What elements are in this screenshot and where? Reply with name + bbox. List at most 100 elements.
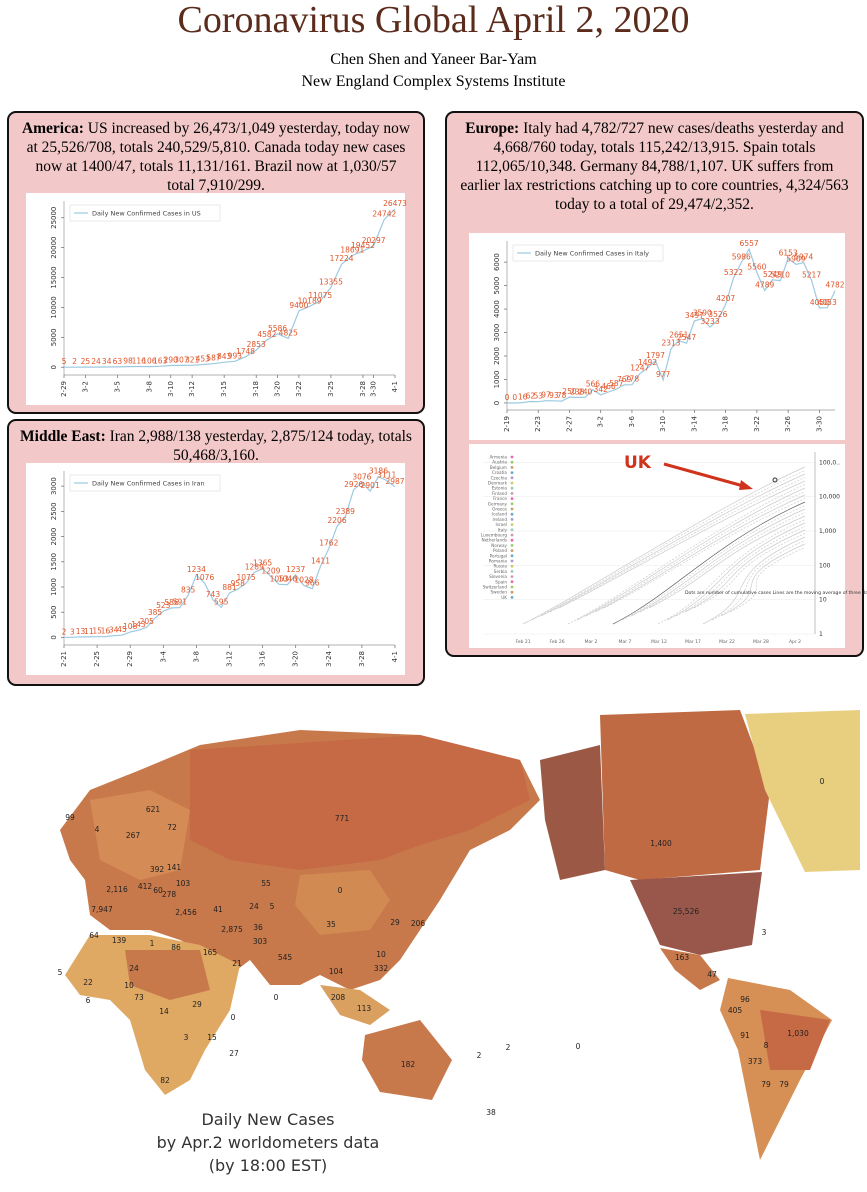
map-label: 139 (112, 936, 127, 945)
legend-dot (510, 570, 514, 573)
data-label: 19452 (351, 241, 375, 250)
data-label: 24 (91, 357, 101, 366)
data-label: 4207 (716, 294, 735, 303)
legend-box (69, 204, 221, 222)
map-label: 1 (150, 939, 155, 948)
trend-line (603, 498, 806, 609)
x-tick-label: 3-25 (327, 381, 335, 397)
legend-dot (510, 554, 514, 558)
trend-line (657, 519, 806, 625)
legend-label: Croatia (492, 470, 507, 475)
data-label: 3233 (701, 317, 720, 326)
data-label: 45 (117, 625, 127, 634)
map-land (60, 710, 860, 1160)
panel-body: Iran 2,988/138 yesterday, 2,875/124 toda… (109, 428, 412, 464)
chart-bg (469, 233, 845, 440)
data-label: 2926 (344, 480, 363, 489)
x-tick-label: 3-28 (358, 651, 366, 667)
data-label: 10189 (298, 296, 322, 305)
map-label: 24 (249, 902, 259, 911)
y-tick-label: 100,0.. (819, 459, 840, 466)
x-tick-label: 3-8 (192, 651, 200, 662)
map-label: 10 (376, 950, 386, 959)
map-label: 41 (213, 905, 223, 914)
data-label: 238 (570, 387, 585, 396)
data-label: 1046 (278, 575, 297, 584)
data-label: 2206 (328, 516, 347, 525)
map-label: 72 (167, 823, 177, 832)
data-label: 966 (305, 579, 320, 588)
annotation: UK (624, 453, 652, 473)
x-tick-label: Mar 28 (753, 639, 769, 645)
y-tick-label: 10 (819, 597, 827, 604)
data-label: 1076 (195, 573, 214, 582)
data-label: 778 (625, 375, 640, 384)
y-tick-label: 1000 (50, 578, 58, 596)
legend-label: Ireland (493, 517, 508, 522)
line (64, 208, 396, 368)
y-tick-label: 25000 (50, 207, 58, 229)
legend-dot (510, 497, 514, 500)
data-label: 342 (594, 385, 609, 394)
legend-dot (510, 476, 514, 480)
trend-line (621, 505, 806, 621)
x-tick-label: 2-29 (60, 381, 68, 397)
trend-line (675, 526, 806, 617)
y-tick-label: 10,000 (819, 494, 840, 501)
legend-label: Denmark (488, 481, 508, 486)
data-label: 307 (174, 355, 189, 364)
data-label: 385 (148, 608, 163, 617)
map-label: 0 (338, 886, 343, 895)
y-tick-label: 5000 (50, 328, 58, 346)
data-label: 5249 (763, 270, 782, 279)
x-tick-label: 4-1 (391, 381, 399, 392)
data-label: 20297 (362, 236, 386, 245)
data-label: 3 (70, 627, 75, 636)
legend-dot (510, 523, 514, 526)
map-label: 27 (229, 1049, 239, 1058)
map-label: 86 (171, 943, 181, 952)
data-label: 2389 (336, 507, 355, 516)
legend-label: Slovenia (489, 574, 507, 579)
x-tick-label: 3-28 (359, 381, 367, 397)
map-label: 182 (401, 1060, 416, 1069)
data-label: 18691 (340, 245, 364, 254)
map-label: 206 (411, 919, 426, 928)
y-tick-label: 20000 (50, 236, 58, 258)
map-label: 47 (707, 970, 717, 979)
map-label: 38 (486, 1108, 496, 1117)
x-tick-label: Feb 21 (515, 639, 530, 645)
map-label: 621 (146, 805, 161, 814)
map-label: 79 (761, 1080, 771, 1089)
data-label: 466 (601, 382, 616, 391)
map-label: 278 (162, 890, 177, 899)
map-label: 36 (253, 923, 263, 932)
map-label: 113 (357, 1004, 372, 1013)
data-label: 63 (113, 357, 123, 366)
map-label: 79 (779, 1080, 789, 1089)
legend-label: Armenia (489, 455, 507, 460)
legend-label: Poland (493, 548, 507, 553)
map-label: 165 (203, 948, 218, 957)
data-label: 958 (231, 579, 246, 588)
x-tick-label: 3-18 (252, 381, 260, 397)
data-label: 2313 (661, 339, 680, 348)
map-label: 141 (167, 863, 182, 872)
x-tick-label: 3-16 (259, 650, 267, 666)
map-label: 35 (326, 920, 336, 929)
data-label: 62 (526, 392, 536, 401)
map-label: 2,116 (106, 885, 128, 894)
x-tick-label: 2-21 (60, 651, 68, 667)
data-label: 993 (228, 351, 243, 360)
x-tick-label: 3-20 (274, 381, 282, 397)
data-label: 5322 (724, 268, 743, 277)
y-tick-label: 0 (493, 401, 501, 405)
legend-dot (510, 590, 514, 594)
data-label: 2 (62, 627, 67, 636)
legend-dot (510, 538, 514, 542)
trend-line (576, 487, 806, 621)
x-tick-label: 3-6 (628, 415, 636, 427)
map-label: 25,526 (673, 907, 699, 916)
data-label: 11 (84, 627, 94, 636)
